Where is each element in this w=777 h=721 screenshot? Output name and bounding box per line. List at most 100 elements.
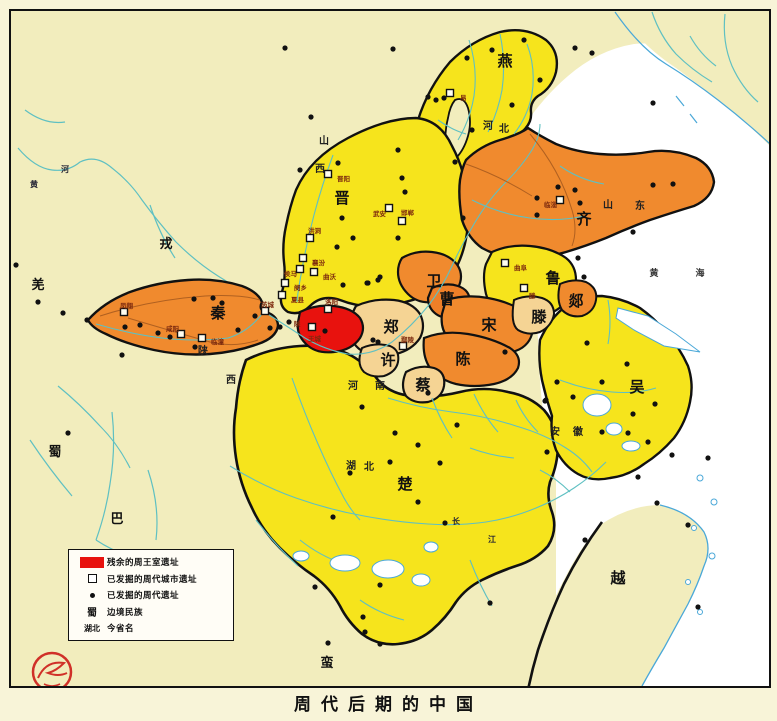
state-label-cai: 蔡 (414, 376, 430, 394)
border-people-label: 羌 (31, 277, 44, 293)
province-label: 河 (348, 380, 358, 392)
site-dot (464, 55, 470, 61)
city-site-square (445, 88, 455, 98)
site-dot (705, 455, 711, 461)
city-label: 阌乡 (294, 283, 307, 292)
site-dot (572, 45, 578, 51)
site-dot (286, 319, 292, 325)
state-label-zheng: 郑 (383, 318, 398, 336)
city-label: 王城 (308, 334, 322, 343)
city-site-square (295, 264, 305, 274)
city-site-square (384, 203, 394, 213)
site-dot (652, 401, 658, 407)
province-label: 北 (499, 122, 509, 135)
legend-row-province: 湖北 今省名 (77, 620, 233, 637)
city-label: 咸阳 (166, 324, 180, 333)
site-dot (395, 147, 401, 153)
site-dot (252, 313, 258, 319)
site-dot (630, 229, 636, 235)
site-dot (375, 339, 381, 345)
city-label: 临潼 (211, 337, 225, 346)
site-dot (685, 522, 691, 528)
site-dot (347, 470, 353, 476)
legend-row-royal: 残余的周王室遗址 (77, 554, 233, 571)
site-dot (654, 500, 660, 506)
province-label: 湖 (346, 459, 356, 472)
city-site-square (197, 333, 207, 343)
site-dot (452, 159, 458, 165)
site-dot (377, 582, 383, 588)
site-dot (650, 100, 656, 106)
sea-label: 黄 (649, 267, 658, 279)
site-dot (219, 300, 225, 306)
map-title: 周代后期的中国 (294, 695, 483, 715)
city-site-square (397, 216, 407, 226)
state-label-yan: 燕 (497, 52, 512, 70)
site-dot (695, 604, 701, 610)
river-label: 河 (61, 164, 69, 174)
site-dot (570, 394, 576, 400)
site-dot (375, 277, 381, 283)
city-site-square (323, 169, 333, 179)
legend-label: 今省名 (107, 624, 135, 635)
site-dot (487, 600, 493, 606)
city-site-square (305, 233, 315, 243)
site-dot (599, 379, 605, 385)
site-dot (377, 641, 383, 647)
site-dot (469, 127, 475, 133)
site-dots-layer (13, 37, 711, 647)
state-label-qin: 秦 (209, 304, 226, 322)
site-dot (489, 47, 495, 53)
border-people-label: 蜀 (48, 445, 61, 460)
site-dot (167, 334, 173, 340)
city-label: 临淄 (544, 200, 558, 209)
site-dot (122, 324, 128, 330)
site-dot (589, 50, 595, 56)
site-dot (509, 102, 515, 108)
state-label-chen: 陈 (455, 350, 470, 368)
site-dot (670, 181, 676, 187)
site-dot (359, 404, 365, 410)
site-dot (555, 184, 561, 190)
state-qin (86, 278, 280, 356)
city-label: 鄢陵 (401, 335, 415, 344)
site-dot (582, 537, 588, 543)
river-label: 江 (488, 534, 496, 544)
site-dot (575, 255, 581, 261)
map-frame (9, 9, 771, 688)
people-symbol-swatch: 蜀 (87, 608, 97, 620)
site-dot (308, 114, 314, 120)
state-label-teng: 滕 (531, 308, 547, 326)
site-dot (442, 520, 448, 526)
legend-label: 已发掘的周代遗址 (107, 591, 180, 602)
site-dot (387, 459, 393, 465)
province-label: 南 (375, 379, 385, 392)
state-teng (511, 295, 556, 335)
city-site-square (280, 278, 290, 288)
site-dot (334, 244, 340, 250)
province-label: 西 (226, 374, 236, 386)
site-dot-swatch (77, 592, 107, 598)
royal-site-swatch (77, 556, 107, 568)
northeast-plain (612, 10, 770, 146)
site-dot (635, 474, 641, 480)
site-dot (350, 235, 356, 241)
site-dot (542, 398, 548, 404)
site-dot (572, 187, 578, 193)
site-dot (155, 330, 161, 336)
lakes-layer (292, 95, 718, 615)
zhou-royal-domain (296, 304, 365, 354)
site-dot (267, 325, 273, 331)
city-site-square (277, 290, 287, 300)
legend-label: 残余的周王室遗址 (107, 558, 180, 569)
site-dot (390, 46, 396, 52)
city-label: 襄汾 (311, 258, 326, 267)
legend-label: 边境民族 (107, 607, 144, 618)
site-dot (537, 77, 543, 83)
site-dot (425, 390, 431, 396)
site-dot (534, 195, 540, 201)
state-label-tan: 郯 (568, 292, 583, 310)
city-label: 晋阳 (337, 174, 351, 183)
